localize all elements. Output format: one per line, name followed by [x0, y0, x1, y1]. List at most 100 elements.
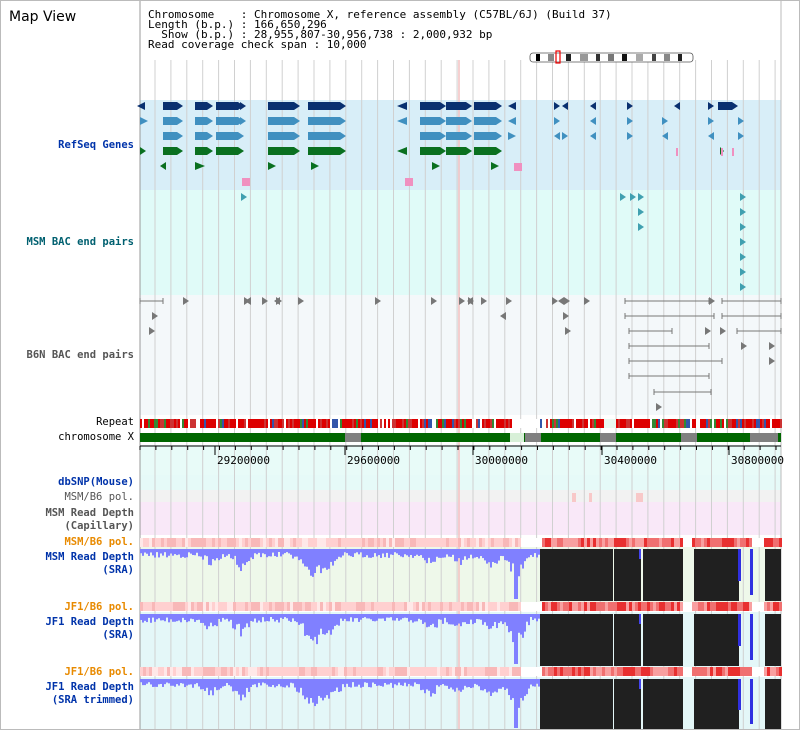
pol-cell: [644, 538, 647, 547]
gene-exon-block: [446, 132, 466, 140]
depth-bar: [476, 549, 478, 557]
pol-cell: [308, 538, 311, 547]
depth-bar: [148, 614, 150, 618]
pol-cell: [572, 538, 575, 547]
pol-cell: [236, 538, 239, 547]
pol-cell: [167, 602, 170, 611]
pol-cell: [593, 667, 596, 676]
depth-bar: [512, 549, 514, 564]
depth-bar: [374, 614, 376, 622]
depth-bar: [204, 549, 206, 556]
track-label-dbsnp[interactable]: dbSNP(Mouse): [58, 476, 134, 488]
track-label-b6n-bac[interactable]: B6N BAC end pairs: [26, 349, 134, 361]
track-label-msm-pol-1[interactable]: MSM/B6 pol.: [64, 491, 134, 503]
pol-cell: [179, 538, 182, 547]
repeat-segment: [652, 419, 654, 428]
repeat-segment: [272, 419, 274, 428]
pol-cell: [620, 667, 623, 676]
depth-bar: [206, 614, 208, 630]
pol-cell: [656, 602, 659, 611]
pol-cell: [443, 538, 446, 547]
pol-cell: [203, 667, 206, 676]
pol-cell: [635, 602, 638, 611]
pol-cell: [326, 538, 329, 547]
depth-bar: [156, 614, 158, 620]
bac-end-arrow: [638, 193, 644, 201]
ideogram-position-marker: [555, 50, 561, 64]
pol-cell: [380, 538, 383, 547]
gene-arrow-right: [508, 132, 516, 140]
depth-bar: [156, 679, 158, 687]
depth-bar: [494, 549, 496, 563]
pol-cell: [485, 538, 488, 547]
depth-bar: [306, 614, 308, 636]
depth-bar: [286, 549, 288, 553]
track-label-refseq[interactable]: RefSeq Genes: [58, 139, 134, 151]
pol-cell: [605, 538, 608, 547]
repeat-segment: [584, 419, 586, 428]
depth-bar: [354, 614, 356, 619]
pol-cell: [293, 602, 296, 611]
track-label-msm-depth-capillary[interactable]: MSM Read Depth (Capillary): [45, 507, 134, 532]
depth-bar: [354, 549, 356, 554]
depth-bar: [192, 614, 194, 620]
gene-arrow-right: [627, 117, 633, 125]
depth-bar: [158, 614, 160, 619]
track-label-msm-bac[interactable]: MSM BAC end pairs: [26, 236, 134, 248]
repeat-segment: [734, 419, 736, 428]
depth-bar: [240, 614, 242, 637]
gene-arrow-right: [311, 162, 319, 170]
depth-bar: [190, 549, 192, 554]
pol-cell: [371, 602, 374, 611]
repeat-segment: [614, 419, 616, 428]
pol-cell: [749, 667, 752, 676]
pol-cell: [545, 667, 548, 676]
depth-bar: [468, 549, 470, 559]
repeat-segment: [144, 419, 146, 428]
track-label-jf1-depth-sra[interactable]: JF1 Read Depth (SRA): [45, 616, 134, 641]
pol-cell: [440, 667, 443, 676]
repeat-segment: [534, 419, 536, 428]
track-label-msm-pol-2[interactable]: MSM/B6 pol.: [64, 536, 134, 548]
repeat-segment: [380, 419, 382, 428]
gene-pink-marker: [721, 148, 723, 156]
gene-arrow-right: [432, 162, 440, 170]
pol-cell: [743, 602, 746, 611]
pol-cell: [197, 538, 200, 547]
pol-cell: [176, 538, 179, 547]
depth-bar: [170, 679, 172, 686]
pol-marker: [572, 493, 576, 502]
depth-bar: [246, 549, 248, 563]
pol-cell: [611, 667, 614, 676]
pol-cell: [308, 602, 311, 611]
repeat-segment: [390, 419, 392, 428]
track-label-jf1-pol-1[interactable]: JF1/B6 pol.: [64, 601, 134, 613]
pol-cell: [467, 667, 470, 676]
track-label-msm-depth-sra[interactable]: MSM Read Depth (SRA): [45, 551, 134, 576]
gene-exon-block: [195, 102, 207, 110]
repeat-segment: [504, 419, 506, 428]
depth-bar: [442, 679, 444, 685]
track-label-jf1-depth-trimmed[interactable]: JF1 Read Depth (SRA trimmed): [45, 681, 134, 706]
depth-bar: [172, 679, 174, 686]
pol-cell: [701, 667, 704, 676]
pol-cell: [425, 602, 428, 611]
depth-bar: [392, 679, 394, 688]
depth-bar: [458, 614, 460, 624]
depth-bar: [478, 679, 480, 687]
pol-cell: [182, 602, 185, 611]
repeat-segment: [236, 419, 238, 428]
depth-bar: [288, 679, 290, 688]
depth-bar: [512, 614, 514, 643]
depth-bar: [262, 614, 264, 618]
pol-cell: [185, 667, 188, 676]
depth-bar: [296, 679, 298, 692]
pol-cell: [230, 602, 233, 611]
pol-cell: [401, 602, 404, 611]
track-label-jf1-pol-2[interactable]: JF1/B6 pol.: [64, 666, 134, 678]
gene-arrow-right: [562, 132, 568, 140]
no-coverage-block: [694, 549, 739, 601]
repeat-segment: [142, 419, 144, 428]
depth-bar: [318, 614, 320, 635]
